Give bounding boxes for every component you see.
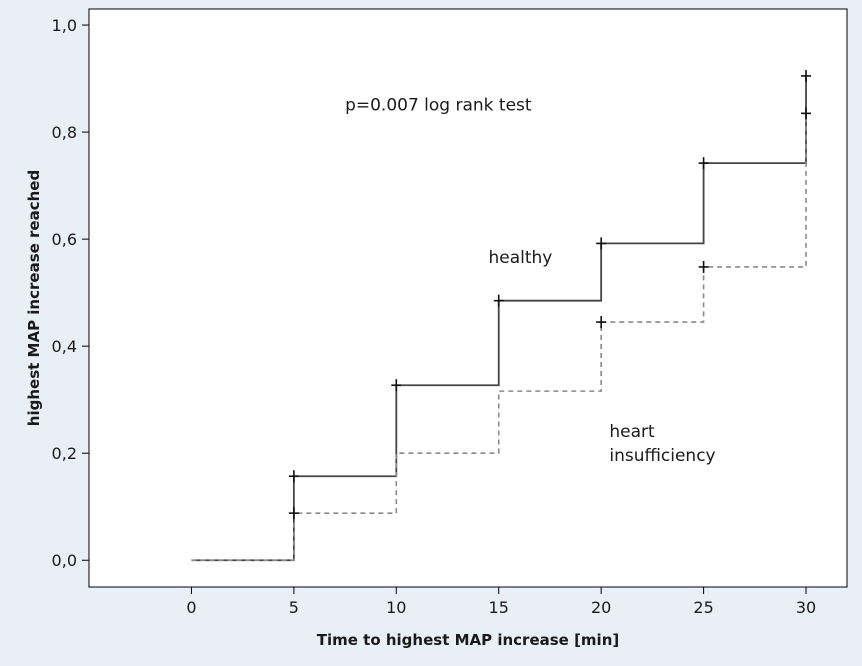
annotation-label: heart <box>609 422 655 442</box>
y-tick-label: 1,0 <box>52 16 77 35</box>
x-tick-label: 25 <box>693 598 713 617</box>
annotations: p=0.007 log rank test healthy heart insuffi… <box>345 96 716 467</box>
x-axis-label: Time to highest MAP increase [min] <box>317 631 619 649</box>
y-tick-label: 0,0 <box>52 551 77 570</box>
y-tick-label: 0,6 <box>52 230 77 249</box>
y-tick-label: 0,8 <box>52 123 77 142</box>
censor-mark-healthy <box>493 294 504 307</box>
annotation-label: insufficiency <box>609 446 715 466</box>
censor-mark-healthy <box>288 470 299 483</box>
censor-mark-healthy <box>698 157 709 170</box>
x-tick-label: 30 <box>796 598 816 617</box>
x-tick-label: 15 <box>489 598 509 617</box>
censor-mark-healthy <box>801 69 812 82</box>
x-tick-label: 5 <box>289 598 299 617</box>
series-layer <box>191 69 812 562</box>
y-axis: 0,0 0,2 0,4 0,6 0,8 1,0 <box>52 16 89 570</box>
x-tick-label: 10 <box>386 598 406 617</box>
x-axis: 0 5 10 15 20 25 30 <box>186 587 816 617</box>
censor-mark-healthy <box>596 237 607 250</box>
y-tick-label: 0,2 <box>52 444 77 463</box>
censor-mark-heart-insufficiency <box>698 260 709 273</box>
y-tick-label: 0,4 <box>52 337 77 356</box>
censor-mark-heart-insufficiency <box>801 107 812 120</box>
censor-mark-heart-insufficiency <box>596 316 607 329</box>
annotation-label: healthy <box>488 248 552 268</box>
x-tick-label: 20 <box>591 598 611 617</box>
plot-area <box>88 8 848 588</box>
x-tick-label: 0 <box>186 598 196 617</box>
censor-mark-heart-insufficiency <box>288 507 299 520</box>
annotation-label: p=0.007 log rank test <box>345 96 532 116</box>
y-axis-label: highest MAP increase reached <box>25 170 43 426</box>
censor-mark-healthy <box>391 379 402 392</box>
